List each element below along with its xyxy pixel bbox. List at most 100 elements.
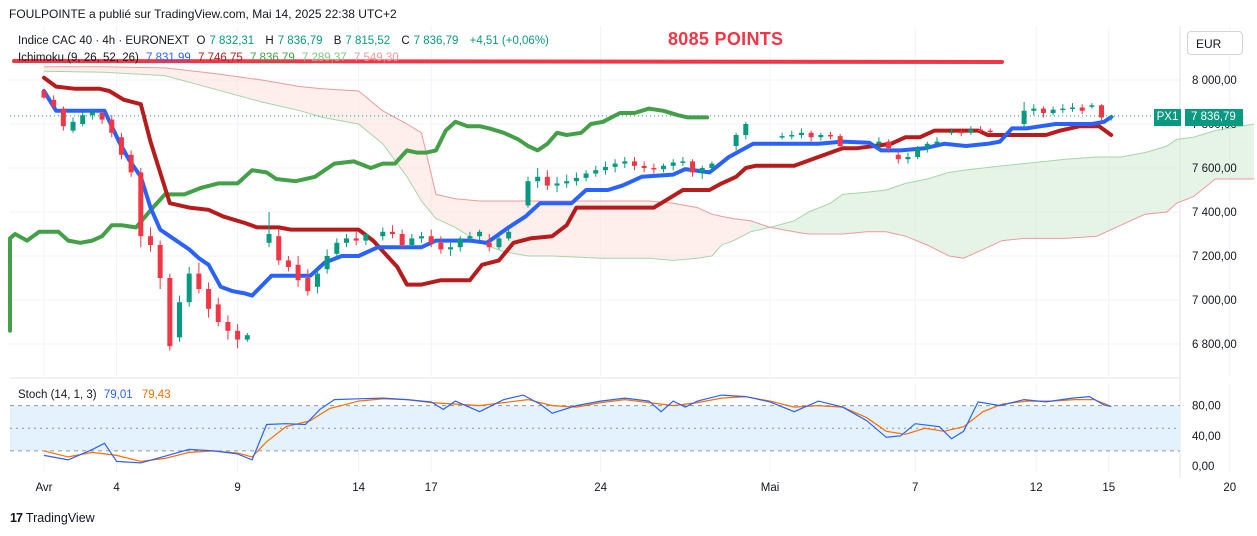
candle-down bbox=[196, 262, 202, 294]
candle-body bbox=[477, 231, 483, 237]
tenkan-line bbox=[42, 89, 1114, 298]
candle-body bbox=[51, 99, 57, 107]
currency-button[interactable]: EUR bbox=[1187, 31, 1243, 55]
candle-up bbox=[670, 159, 676, 171]
ichimoku-senkou-a-value: 7 289,37 bbox=[301, 52, 347, 64]
candle-down bbox=[305, 269, 311, 296]
symbol-label: Indice CAC 40 · 4h · EURONEXT bbox=[18, 35, 190, 47]
candle-body bbox=[196, 273, 202, 289]
candle-body bbox=[798, 132, 804, 135]
candle-up bbox=[743, 121, 749, 140]
candle-body bbox=[583, 173, 589, 178]
candle-body bbox=[573, 177, 579, 182]
candle-body bbox=[80, 115, 86, 124]
candle-up bbox=[380, 227, 386, 241]
candle-down bbox=[118, 132, 124, 160]
candle-up bbox=[876, 137, 882, 151]
candle-up bbox=[1108, 115, 1114, 121]
candle-body bbox=[186, 273, 192, 303]
candle-down bbox=[276, 229, 282, 265]
candle-up bbox=[448, 242, 454, 256]
candle-up bbox=[89, 108, 95, 120]
candle-body bbox=[789, 135, 795, 137]
candle-up bbox=[699, 165, 705, 179]
candle-up bbox=[583, 170, 589, 182]
price-tick-label: 6 800,00 bbox=[1192, 339, 1237, 351]
candle-body bbox=[641, 165, 647, 168]
annotation-layer bbox=[10, 59, 1180, 117]
price-tag-value: 7 836,79 bbox=[1185, 109, 1243, 126]
candle-down bbox=[235, 324, 241, 349]
candle-up bbox=[779, 132, 785, 140]
candle-body bbox=[167, 278, 173, 347]
candle-up bbox=[733, 132, 739, 151]
candle-up bbox=[80, 110, 86, 127]
price-tick-label: 7 600,00 bbox=[1192, 163, 1237, 175]
candle-down bbox=[987, 128, 993, 134]
candle-body bbox=[1089, 105, 1095, 107]
candle-body bbox=[690, 161, 696, 173]
candle-up bbox=[344, 234, 349, 248]
ichimoku-label: Ichimoku (9, 26, 52, 26) bbox=[18, 52, 139, 64]
candle-up bbox=[680, 157, 686, 166]
candle-up bbox=[477, 229, 483, 241]
candle-up bbox=[1050, 106, 1056, 116]
candle-body bbox=[895, 154, 901, 160]
ichimoku-legend[interactable]: Ichimoku (9, 26, 52, 26) 7 831,99 7 746,… bbox=[18, 52, 403, 64]
candle-down bbox=[486, 234, 492, 252]
annotation-text[interactable]: 8085 POINTS bbox=[668, 29, 784, 49]
candle-body bbox=[89, 111, 95, 116]
candle-up bbox=[525, 176, 531, 208]
candle-body bbox=[828, 135, 833, 137]
candle-down bbox=[128, 150, 134, 177]
candle-up bbox=[419, 231, 425, 243]
candle-up bbox=[1089, 103, 1095, 109]
candle-body bbox=[428, 236, 434, 243]
candle-body bbox=[1050, 109, 1056, 113]
candle-down bbox=[631, 157, 637, 171]
candle-body bbox=[602, 166, 608, 171]
candle-down bbox=[285, 256, 291, 272]
time-tick-label: 15 bbox=[1102, 482, 1115, 494]
candle-up bbox=[409, 234, 415, 248]
candle-body bbox=[622, 161, 628, 164]
candle-up bbox=[314, 269, 320, 294]
candle-up bbox=[244, 333, 250, 342]
ichimoku-chikou-value: 7 836,79 bbox=[249, 52, 295, 64]
candle-up bbox=[915, 146, 921, 160]
candle-down bbox=[895, 150, 901, 164]
candle-body bbox=[958, 131, 964, 134]
candle-body bbox=[1060, 108, 1066, 111]
candle-body bbox=[467, 236, 473, 239]
candle-body bbox=[564, 181, 570, 184]
time-tick-label: 14 bbox=[352, 482, 365, 494]
candle-up bbox=[1021, 102, 1027, 129]
candle-body bbox=[1031, 108, 1037, 111]
candle-down bbox=[886, 139, 892, 153]
candle-body bbox=[438, 242, 444, 250]
stoch-legend[interactable]: Stoch (14, 1, 3) 79,01 79,43 bbox=[18, 389, 171, 401]
kijun-line bbox=[42, 75, 1114, 287]
time-tick-label: 24 bbox=[594, 482, 607, 494]
candle-body bbox=[535, 176, 541, 182]
price-tick-label: 7 400,00 bbox=[1192, 207, 1237, 219]
candle-up bbox=[661, 163, 667, 173]
candle-body bbox=[486, 242, 492, 248]
candle-body bbox=[808, 132, 814, 138]
candle-down bbox=[353, 231, 359, 245]
price-tick-label: 7 000,00 bbox=[1192, 295, 1237, 307]
candle-body bbox=[525, 181, 531, 206]
time-tick-label: Avr bbox=[35, 482, 52, 494]
candle-body bbox=[138, 172, 144, 237]
c-value: 7 836,79 bbox=[413, 35, 459, 47]
change-value: +4,51 (+0,06%) bbox=[469, 35, 549, 47]
candle-up bbox=[573, 172, 579, 186]
candle-body bbox=[344, 238, 349, 243]
candle-down bbox=[544, 170, 550, 190]
candle-body bbox=[924, 143, 930, 149]
target-line-8085 bbox=[12, 59, 1004, 64]
candle-up bbox=[1070, 103, 1075, 112]
tradingview-footer[interactable]: 17 TradingView bbox=[10, 511, 95, 525]
